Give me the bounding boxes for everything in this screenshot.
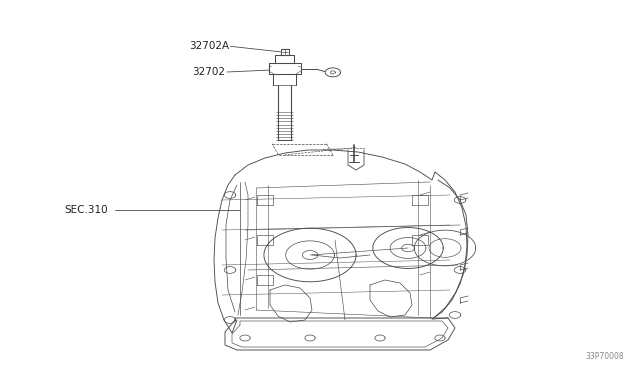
Text: 32702A: 32702A [189, 41, 229, 51]
Text: 33P70008: 33P70008 [586, 352, 624, 361]
Text: SEC.310: SEC.310 [64, 205, 108, 215]
Text: 32702: 32702 [192, 67, 225, 77]
